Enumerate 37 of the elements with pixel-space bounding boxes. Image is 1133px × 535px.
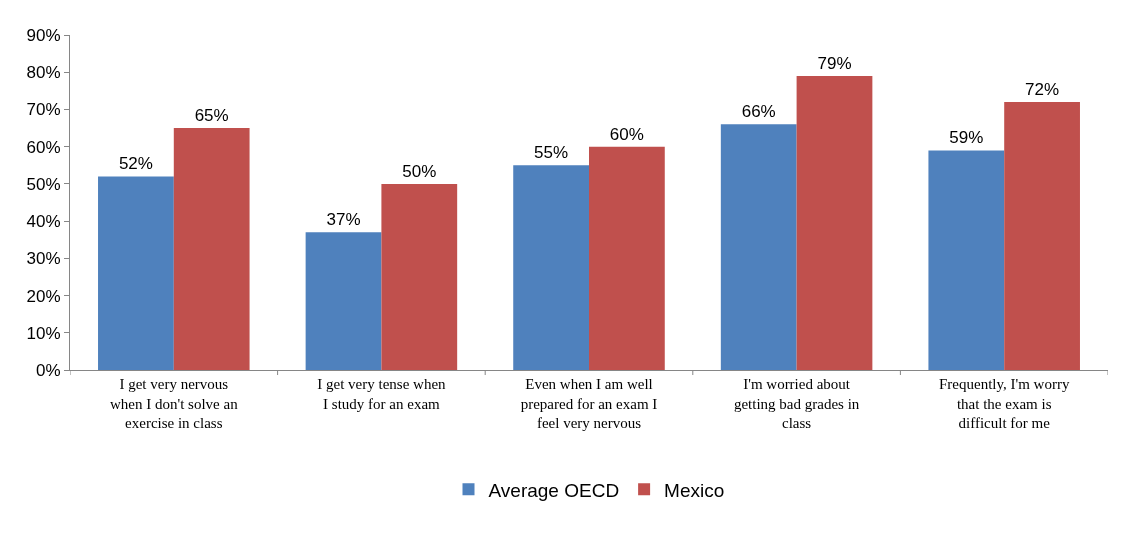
data-label: 37% [326, 210, 361, 230]
y-tick-label: 90% [26, 25, 61, 45]
data-label: 52% [118, 154, 153, 174]
x-tick-label: I get very nervous when I don't solve an exercise in class [109, 376, 239, 431]
x-tick-label: Frequently, I'm worry that the exam is difficult for me [938, 376, 1070, 431]
y-tick-label: 30% [26, 249, 61, 269]
x-tick-label: Even when I am well prepared for an exam I feel very nervous [520, 376, 658, 431]
y-tick-label: 80% [26, 63, 61, 83]
bar [720, 124, 797, 370]
bar [1004, 102, 1080, 370]
data-label: 59% [949, 128, 984, 148]
legend-label: Mexico [664, 479, 725, 501]
y-tick-label: 0% [36, 360, 61, 380]
bar [589, 146, 665, 370]
bar [513, 165, 589, 370]
bar [173, 128, 250, 370]
y-tick-label: 60% [26, 137, 61, 157]
legend-label: Average OECD [488, 479, 620, 501]
bar [98, 176, 174, 370]
data-label: 66% [741, 102, 776, 122]
bar [381, 183, 458, 370]
bar [928, 150, 1005, 370]
y-tick-label: 40% [26, 212, 61, 232]
x-tick-label: I'm worried about getting bad grades in class [733, 376, 860, 431]
y-tick-label: 20% [26, 286, 61, 306]
data-label: 72% [1025, 80, 1060, 99]
data-label: 65% [194, 106, 229, 126]
y-tick-label: 50% [26, 174, 61, 194]
data-label: 50% [402, 161, 437, 181]
data-label: 79% [817, 53, 852, 73]
y-tick-label: 70% [26, 100, 61, 120]
data-label: 55% [534, 143, 569, 163]
y-tick-label: 10% [26, 323, 61, 343]
x-tick-label: I get very tense when I study for an exam [317, 376, 447, 412]
bar [305, 232, 382, 370]
bar [796, 75, 873, 370]
data-label: 60% [609, 124, 644, 144]
